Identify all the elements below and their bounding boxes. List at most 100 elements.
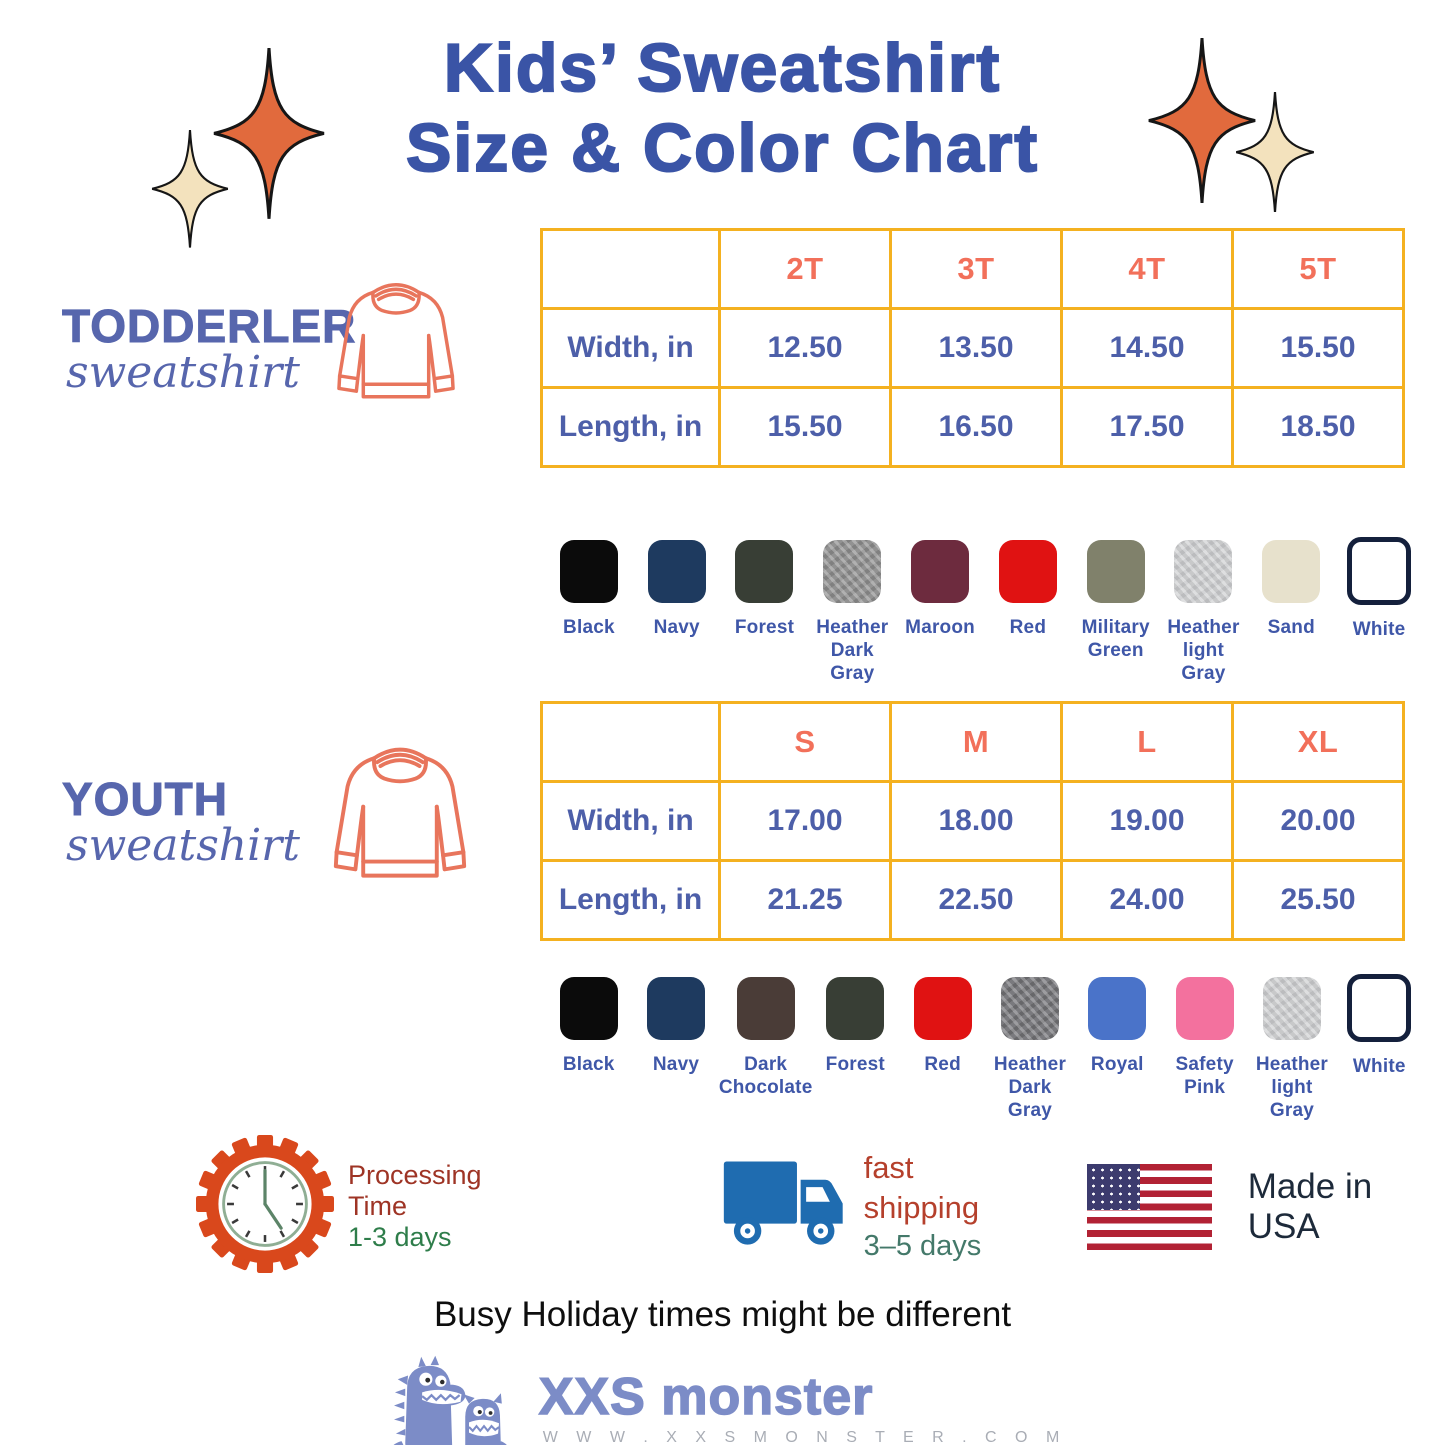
youth-section: YOUTH sweatshirt [0, 701, 1445, 942]
color-swatch-red [998, 540, 1057, 603]
color-item-royal: Royal [1074, 977, 1161, 1122]
color-item-heather-light-gray: Heather light Gray [1160, 540, 1248, 685]
color-item-navy: Navy [633, 540, 721, 685]
toddler-section-label: TODDERLER sweatshirt [62, 299, 357, 398]
color-item-red: Red [899, 977, 986, 1122]
corner-cell [540, 228, 721, 310]
color-label: Royal [1090, 1054, 1144, 1076]
color-label: Heather Dark Gray [993, 1054, 1067, 1121]
header: Kids’ Sweatshirt Size & Color Chart [0, 0, 1445, 248]
toddler-colors-row: Black Navy Forest Heather Dark Gray Maro… [545, 537, 1423, 685]
width-value: 20.00 [1231, 780, 1405, 863]
table-row: Length, in 15.50 16.50 17.50 18.50 [540, 386, 1405, 468]
color-swatch-white [1347, 974, 1412, 1043]
color-label: Forest [734, 617, 795, 638]
color-swatch-safety-pink [1175, 977, 1234, 1041]
color-label: Sand [1267, 617, 1315, 638]
shipping-text: fast shipping 3–5 days [864, 1148, 1026, 1266]
color-item-heather-dark-gray: Heather Dark Gray [808, 540, 896, 685]
shipping-group: fast shipping 3–5 days [722, 1148, 1026, 1266]
color-label: Heather Dark Gray [816, 617, 889, 684]
size-header-5t: 5T [1231, 228, 1405, 310]
color-label: White [1352, 619, 1406, 640]
color-item-heather-dark-gray: Heather Dark Gray [986, 977, 1073, 1122]
youth-size-table: S M L XL Width, in 17.00 18.00 19.00 20.… [540, 701, 1405, 942]
color-label: Red [1009, 617, 1047, 638]
color-swatch-maroon [911, 540, 970, 603]
color-label: Forest [825, 1054, 885, 1076]
color-swatch-heather-dark-gray [823, 540, 882, 603]
color-label: Maroon [905, 617, 975, 638]
made-in-usa-group: Made in USA [1087, 1163, 1445, 1250]
width-value: 18.00 [889, 780, 1063, 863]
size-header-xl: XL [1231, 701, 1405, 784]
color-label: Heather light Gray [1255, 1054, 1329, 1121]
size-header-s: S [718, 701, 892, 784]
processing-line-2: Time [348, 1191, 407, 1222]
color-swatch-red [913, 977, 972, 1041]
length-value: 25.50 [1231, 859, 1405, 942]
table-row: Width, in 12.50 13.50 14.50 15.50 [540, 307, 1405, 389]
color-item-maroon: Maroon [896, 540, 984, 685]
color-label: White [1352, 1056, 1406, 1078]
color-swatch-heather-light-gray [1174, 540, 1233, 603]
table-row: S M L XL [540, 701, 1405, 784]
processing-gear-clock-icon [196, 1135, 334, 1278]
width-value: 15.50 [1231, 307, 1405, 389]
table-row: Width, in 17.00 18.00 19.00 20.00 [540, 780, 1405, 863]
width-value: 12.50 [718, 307, 892, 389]
youth-section-label: YOUTH sweatshirt [62, 772, 310, 871]
color-swatch-sand [1262, 540, 1321, 603]
color-item-safety-pink: Safety Pink [1161, 977, 1248, 1122]
row-label-length: Length, in [540, 859, 721, 942]
length-value: 15.50 [718, 386, 892, 468]
made-in-usa-label: Made in USA [1247, 1166, 1373, 1246]
color-swatch-military-green [1086, 540, 1145, 603]
color-item-military-green: Military Green [1072, 540, 1160, 685]
color-label: Safety Pink [1175, 1054, 1234, 1099]
color-item-black: Black [545, 977, 632, 1122]
shipping-days: 3–5 days [863, 1230, 982, 1263]
color-swatch-navy [647, 540, 706, 603]
length-value: 22.50 [889, 859, 1063, 942]
size-header-m: M [889, 701, 1063, 784]
color-item-heather-light-gray: Heather light Gray [1248, 977, 1335, 1122]
sparkle-icon [1143, 37, 1261, 206]
sparkle-icon [1232, 91, 1318, 232]
color-swatch-white [1347, 537, 1412, 605]
page-title: Kids’ Sweatshirt Size & Color Chart [0, 0, 1445, 188]
color-swatch-forest [826, 977, 885, 1041]
color-label: Red [924, 1054, 961, 1076]
processing-text: Processing Time 1-3 days [348, 1160, 482, 1253]
youth-colors-row: Black Navy Dark Chocolate Forest Red Hea… [545, 974, 1423, 1122]
row-label-length: Length, in [540, 386, 721, 468]
length-value: 16.50 [889, 386, 1063, 468]
sparkle-icon [148, 129, 232, 248]
size-header-l: L [1060, 701, 1234, 784]
color-label: Heather light Gray [1167, 617, 1240, 684]
width-value: 13.50 [889, 307, 1063, 389]
toddler-label: TODDERLER [62, 299, 357, 352]
table-row: 2T 3T 4T 5T [540, 228, 1405, 310]
brand-text: XXS monster W W W . X X S M O N S T E R … [538, 1367, 1067, 1445]
monster-mascots-icon [379, 1349, 529, 1445]
toddler-sublabel: sweatshirt [66, 346, 300, 398]
color-label: Navy [653, 617, 700, 638]
color-swatch-royal [1088, 977, 1147, 1041]
color-item-dark-chocolate: Dark Chocolate [719, 977, 812, 1122]
width-value: 17.00 [718, 780, 892, 863]
color-swatch-black [559, 977, 618, 1041]
info-row: Processing Time 1-3 days fast s [0, 1135, 1445, 1278]
color-swatch-dark-chocolate [736, 977, 795, 1041]
shipping-line: fast shipping [863, 1149, 980, 1225]
row-label-width: Width, in [540, 307, 721, 389]
youth-sublabel: sweatshirt [66, 819, 300, 871]
color-item-red: Red [984, 540, 1072, 685]
color-item-white: White [1335, 537, 1423, 685]
title-line-1: Kids’ Sweatshirt [443, 29, 1002, 107]
length-value: 24.00 [1060, 859, 1234, 942]
corner-cell [540, 701, 721, 784]
toddler-section: TODDERLER sweatshirt [0, 228, 1445, 468]
color-swatch-heather-dark-gray [1000, 977, 1059, 1041]
